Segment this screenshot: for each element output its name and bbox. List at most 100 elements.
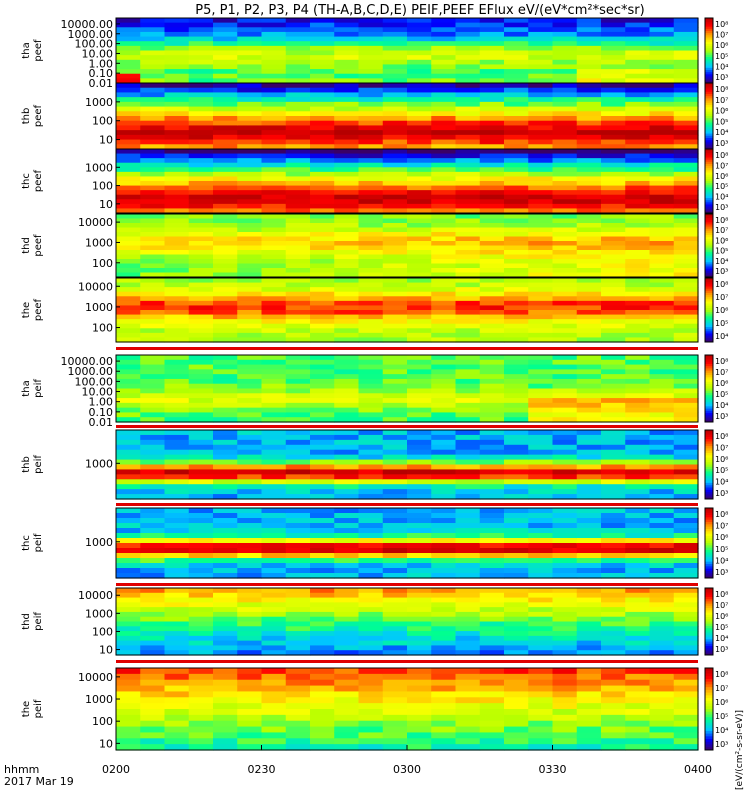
heatmap-cell [334,533,360,539]
heatmap-cell [407,533,432,539]
colorbar-segment [705,552,713,556]
heatmap-cell [334,388,360,394]
heatmap-cell [140,489,166,495]
heatmap-cell [358,185,384,191]
heatmap-cell [528,250,554,256]
heatmap-cell [528,388,554,394]
colorbar-segment [705,260,713,263]
heatmap-cell [455,87,481,94]
heatmap-cell [625,607,651,613]
heatmap-cell [358,709,384,716]
heatmap-cell [601,417,626,423]
heatmap-cell [407,101,432,108]
heatmap-cell [407,272,432,278]
heatmap-cell [358,120,384,127]
colorbar-segment [705,339,713,343]
heatmap-cell [382,181,408,187]
heatmap-cell [310,254,335,260]
heatmap-cell [625,668,651,675]
heatmap-cell [504,393,529,399]
heatmap-cell [188,621,214,627]
heatmap-cell [261,171,287,178]
heatmap-cell [334,673,360,681]
y-tick-label: 1.00 [89,396,114,409]
heatmap-cell [334,592,360,599]
heatmap-cell [431,139,457,145]
heatmap-cell [576,738,602,745]
heatmap-cell [261,645,287,651]
heatmap-cell [552,22,578,28]
heatmap-cell [528,398,554,404]
heatmap-cell [237,685,263,693]
heatmap-cell [188,300,214,307]
heatmap-cell [358,407,384,414]
heatmap-cell [649,139,675,145]
heatmap-cell [261,726,287,734]
heatmap-cell [237,134,263,141]
heatmap-cell [261,236,287,242]
heatmap-cell [188,732,214,739]
heatmap-cell [116,73,141,79]
colorbar-segment [705,648,713,652]
heatmap-cell [455,337,481,343]
heatmap-cell [310,263,335,269]
heatmap-cell [261,543,287,549]
heatmap-cell [382,720,408,728]
colorbar-segment [705,235,713,238]
heatmap-cell [649,328,675,334]
heatmap-cell [673,120,699,127]
heatmap-cell [382,444,408,451]
heatmap-cell [625,134,651,141]
heatmap-cell [455,92,481,98]
heatmap-cell [528,78,554,84]
heatmap-cell [188,106,214,112]
y-tick-label: 10.00 [82,47,114,60]
heatmap-cell [601,282,626,288]
heatmap-cell [528,474,554,480]
heatmap-cell [261,459,287,466]
heatmap-cell [576,489,602,495]
heatmap-cell [576,208,602,214]
heatmap-cell [601,369,626,375]
heatmap-cell [552,185,578,191]
heatmap-cell [358,263,384,269]
heatmap-cell [455,241,481,247]
heatmap-cell [116,27,141,33]
x-tick-label: 0200 [102,763,130,776]
heatmap-cell [116,78,141,84]
heatmap-cell [188,412,214,418]
heatmap-cell [431,78,457,84]
heatmap-cell [576,185,602,191]
heatmap-cell [285,533,311,539]
heatmap-cell [673,720,699,728]
heatmap-cell [479,310,505,316]
heatmap-cell [188,434,214,441]
heatmap-cell [504,553,529,559]
heatmap-cell [552,167,578,173]
colorbar-segment [705,547,713,551]
heatmap-cell [407,291,432,297]
heatmap-cell [188,272,214,278]
heatmap-cell [358,328,384,334]
heatmap-cell [601,720,626,728]
heatmap-cell [310,22,335,28]
heatmap-cell [479,300,505,307]
heatmap-cell [334,300,360,307]
heatmap-cell [116,533,141,539]
heatmap-cell [382,92,408,98]
heatmap-cell [504,407,529,414]
heatmap-cell [237,268,263,274]
heatmap-cell [310,250,335,256]
heatmap-cell [334,41,360,47]
heatmap-cell [552,78,578,84]
heatmap-cell [479,78,505,84]
heatmap-cell [237,611,263,618]
heatmap-cell [552,454,578,461]
heatmap-cell [601,227,626,233]
heatmap-cell [358,69,384,75]
colorbar-segment [705,214,713,217]
heatmap-cell [649,278,675,284]
heatmap-cell [407,18,432,24]
heatmap-cell [673,134,699,141]
heatmap-cell [164,144,190,150]
